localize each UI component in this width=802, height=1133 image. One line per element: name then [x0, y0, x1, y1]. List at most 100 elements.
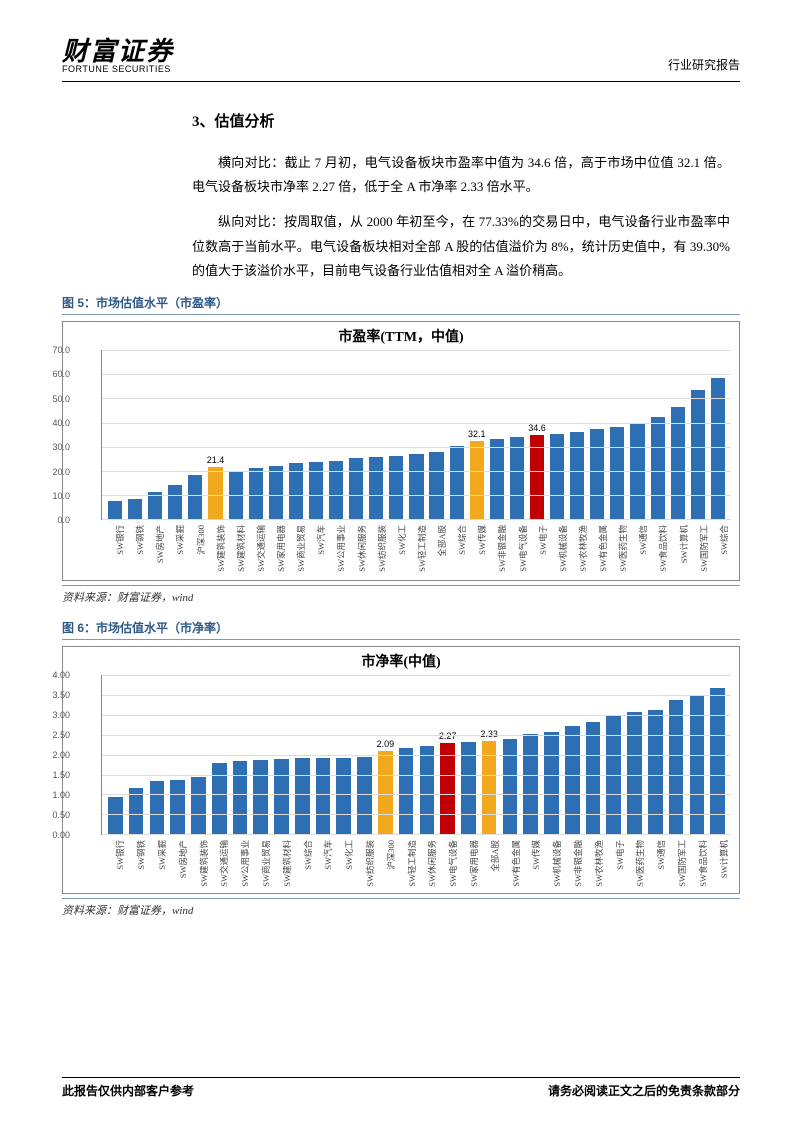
paragraph-2: 纵向对比：按周取值，从 2000 年初至今，在 77.33%的交易日中，电气设备…: [192, 210, 730, 284]
bar: [627, 712, 642, 834]
bar-col: [649, 417, 667, 519]
bar: [108, 797, 123, 834]
bar-col: [625, 712, 644, 834]
bar: [191, 777, 206, 834]
bar-col: [106, 501, 124, 519]
bar-col: [293, 758, 312, 834]
bar-col: [417, 746, 436, 834]
bar-col: [126, 499, 144, 520]
y-tick: 0.0: [57, 515, 70, 525]
bar: [170, 780, 185, 834]
chart-5-xlabels: SW银行SW钢铁SW房地产SW采掘沪深300SW建筑装饰SW建筑材料SW交通运输…: [101, 522, 731, 578]
bar-col: [168, 780, 187, 834]
bar-col: [251, 760, 270, 834]
bar-value-label: 2.27: [439, 731, 457, 741]
bar: [711, 378, 725, 519]
bar-col: [314, 758, 333, 834]
bar: [544, 732, 559, 834]
bar-col: [563, 726, 582, 834]
y-tick: 1.00: [52, 790, 70, 800]
bar: [710, 688, 725, 834]
bar: [108, 501, 122, 519]
bar: [440, 743, 455, 834]
chart-6-plot: 0.000.501.001.502.002.503.003.504.00 2.0…: [101, 675, 731, 835]
y-tick: 20.0: [52, 467, 70, 477]
bar: [409, 454, 423, 520]
y-tick: 3.50: [52, 690, 70, 700]
bar-col: [387, 456, 405, 519]
bar: [671, 407, 685, 519]
bar: [450, 446, 464, 519]
bar: [274, 759, 289, 834]
bar: [253, 760, 268, 834]
y-tick: 4.00: [52, 670, 70, 680]
bar: [565, 726, 580, 834]
bar: [461, 742, 476, 834]
bar-col: [355, 757, 374, 834]
bar-col: [588, 429, 606, 519]
bar-col: 2.27: [438, 743, 457, 834]
bar-col: [568, 432, 586, 519]
bar: [503, 739, 518, 834]
bar: [378, 751, 393, 835]
figure-5-caption: 图 5：市场估值水平（市盈率）: [62, 294, 740, 315]
bar-col: [708, 688, 727, 834]
bar-col: [231, 761, 250, 834]
bar-col: [189, 777, 208, 834]
y-tick: 50.0: [52, 394, 70, 404]
bar-col: 2.09: [376, 751, 395, 835]
y-tick: 1.50: [52, 770, 70, 780]
y-tick: 70.0: [52, 345, 70, 355]
y-tick: 2.00: [52, 750, 70, 760]
bar-col: [397, 748, 416, 834]
bar-col: [334, 758, 353, 834]
bar: [610, 427, 624, 519]
bar-col: [148, 781, 167, 834]
y-tick: 40.0: [52, 418, 70, 428]
bar-col: [501, 739, 520, 834]
bar-col: [669, 407, 687, 519]
report-type: 行业研究报告: [668, 56, 740, 75]
bar-col: [347, 458, 365, 519]
bar: [357, 757, 372, 834]
paragraph-1: 横向对比：截止 7 月初，电气设备板块市盈率中值为 34.6 倍，高于市场中位值…: [192, 151, 730, 200]
figure-5-title: 市盈率(TTM，中值): [71, 326, 731, 346]
figure-5-source: 资料来源：财富证券，wind: [62, 585, 740, 605]
bar-col: [272, 759, 291, 834]
chart-6-xlabels: SW银行SW钢铁SW采掘SW房地产SW建筑装饰SW交通运输SW公用事业SW商业贸…: [101, 837, 731, 891]
bar-col: [166, 485, 184, 519]
bar: [150, 781, 165, 834]
y-tick: 60.0: [52, 369, 70, 379]
bar: [188, 475, 202, 519]
y-tick: 2.50: [52, 730, 70, 740]
section-title: 3、估值分析: [192, 110, 740, 131]
bar-col: [267, 466, 285, 519]
bar: [586, 722, 601, 834]
chart-5-plot: 0.010.020.030.040.050.060.070.0 21.432.1…: [101, 350, 731, 520]
y-tick: 10.0: [52, 491, 70, 501]
bar: [369, 457, 383, 519]
chart-5-bars: 21.4 32.1 34.6: [102, 350, 731, 519]
bar-col: 21.4: [206, 467, 224, 519]
footer-left: 此报告仅供内部客户参考: [62, 1082, 194, 1099]
bar-col: [521, 734, 540, 834]
figure-6-title: 市净率(中值): [71, 651, 731, 671]
bar: [470, 441, 484, 519]
bar: [570, 432, 584, 519]
bar-col: [327, 461, 345, 519]
bar: [233, 761, 248, 834]
footer-right: 请务必阅读正文之后的免责条款部分: [548, 1082, 740, 1099]
bar: [590, 429, 604, 519]
y-tick: 0.00: [52, 830, 70, 840]
bar: [349, 458, 363, 519]
bar-value-label: 34.6: [528, 423, 546, 433]
figure-5-chart: 市盈率(TTM，中值) 0.010.020.030.040.050.060.07…: [62, 321, 740, 581]
bar: [389, 456, 403, 519]
bar-col: 32.1: [468, 441, 486, 519]
bar: [510, 437, 524, 520]
bar-col: [407, 454, 425, 520]
bar: [648, 710, 663, 834]
figure-6-caption: 图 6：市场估值水平（市净率）: [62, 619, 740, 640]
bar-col: [247, 468, 265, 519]
bar: [269, 466, 283, 519]
